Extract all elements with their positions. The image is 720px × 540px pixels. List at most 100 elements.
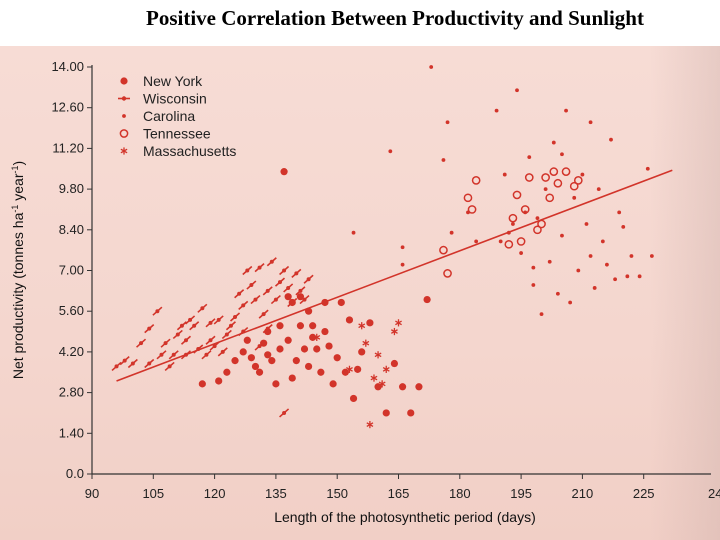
point-carolina [400,245,405,250]
point-wisconsin [180,335,192,345]
point-wisconsin [168,350,179,360]
y-tick-label: 8.40 [59,222,84,237]
point-carolina [568,300,573,305]
x-tick-label: 180 [449,486,471,501]
point-wisconsin [152,306,163,316]
y-tick-label: 9.80 [59,181,84,196]
point-massachusetts [390,327,398,336]
point-wisconsin [254,262,265,273]
x-tick-label: 165 [388,486,410,501]
point-carolina [539,312,544,317]
point-carolina [629,254,634,258]
point-carolina [547,259,552,264]
point-tennessee [569,181,579,191]
point-new-york [198,380,206,388]
point-wisconsin [127,358,138,369]
point-carolina [474,239,479,244]
point-wisconsin [262,286,273,296]
point-carolina [502,172,507,177]
point-wisconsin [242,265,253,276]
point-wisconsin [176,321,187,331]
point-wisconsin [193,344,204,354]
point-new-york [304,307,313,315]
point-wisconsin [270,294,281,305]
x-tick-label: 105 [142,486,164,501]
point-tennessee [561,167,571,177]
point-new-york [300,345,309,353]
point-carolina [498,239,503,244]
point-tennessee [549,167,559,177]
point-wisconsin [238,326,249,337]
point-wisconsin [209,341,220,351]
slide-title: Positive Correlation Between Productivit… [146,6,644,30]
point-new-york [309,333,317,341]
point-wisconsin [254,341,265,351]
point-wisconsin [185,315,196,325]
point-new-york [337,298,345,307]
point-wisconsin [274,277,286,287]
point-carolina [400,262,405,267]
y-tick-label: 12.60 [51,100,84,115]
point-new-york [243,336,251,344]
point-carolina [429,65,434,69]
point-new-york [268,357,276,365]
point-carolina [617,210,622,215]
y-tick-label: 14.00 [51,59,84,74]
point-carolina [515,88,519,93]
point-wisconsin [119,356,130,366]
point-wisconsin [258,309,269,319]
legend-marker-carolina [122,114,126,118]
point-tennessee [443,269,452,278]
point-carolina [621,224,626,229]
point-wisconsin [172,329,183,340]
point-new-york [296,293,305,301]
point-tennessee [545,193,555,203]
point-carolina [645,166,650,171]
point-tennessee [439,245,448,255]
point-new-york [333,354,341,362]
point-wisconsin [160,338,171,348]
point-wisconsin [180,350,192,360]
point-carolina [572,195,577,200]
point-wisconsin [250,294,261,305]
point-new-york [280,168,288,176]
point-wisconsin [189,321,200,331]
point-tennessee [471,176,481,185]
point-massachusetts [366,420,374,429]
point-new-york [317,368,325,376]
point-tennessee [508,213,518,223]
point-tennessee [520,205,530,214]
point-carolina [613,277,617,282]
point-carolina [388,149,393,154]
x-tick-label: 240 [708,486,720,501]
y-tick-label: 1.40 [59,425,84,440]
point-tennessee [467,205,477,214]
point-new-york [215,377,223,385]
x-axis-title: Length of the photosynthetic period (day… [274,509,536,525]
point-carolina [449,230,454,235]
point-wisconsin [299,294,310,305]
point-wisconsin [164,361,175,372]
point-new-york [390,359,399,368]
point-new-york [264,351,272,359]
point-new-york [292,357,300,365]
point-new-york [288,374,296,382]
point-new-york [321,327,329,336]
point-carolina [649,254,654,258]
y-tick-label: 4.20 [59,344,84,359]
point-carolina [441,158,446,162]
point-tennessee [573,176,583,185]
point-new-york [407,409,415,417]
chart-axes: 0.0 1.40 2.80 4.20 5.60 7.00 8.40 9.80 11.20 12.6… [51,59,720,501]
point-new-york [329,380,337,388]
y-tick-label: 7.00 [59,263,84,278]
point-tennessee [537,219,546,229]
point-wisconsin [205,335,216,345]
point-carolina [625,274,630,279]
point-massachusetts [346,365,353,373]
point-new-york [247,354,255,362]
y-axis-title: Net productivity (tonnes ha-1 year-1) [10,161,26,379]
point-tennessee [512,190,522,200]
point-wisconsin [144,358,155,369]
